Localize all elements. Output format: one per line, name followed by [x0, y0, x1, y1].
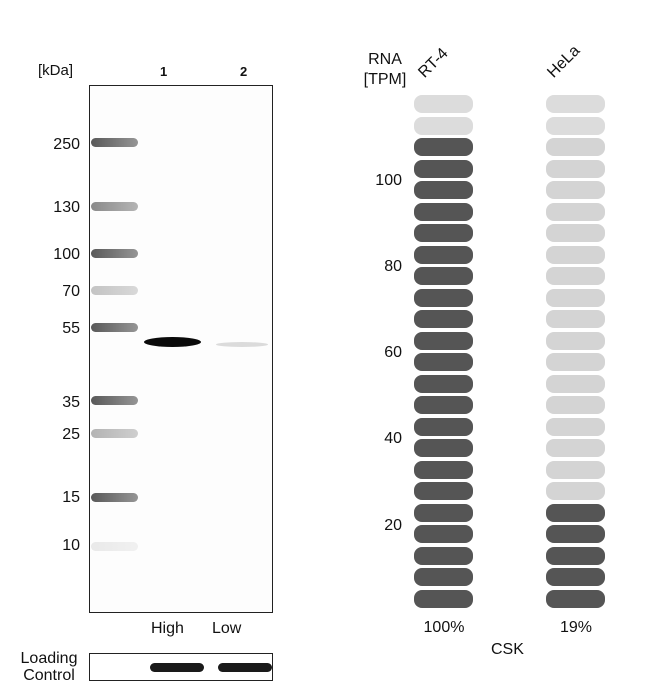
western-blot-image — [89, 85, 273, 613]
ladder-band-130 — [91, 202, 138, 211]
loading-band-lane-2 — [218, 663, 272, 672]
sample-band-lane-1 — [144, 337, 201, 347]
rna-pill-rt4 — [414, 267, 473, 285]
rna-pill-hela — [546, 331, 605, 350]
rna-pill-hela — [546, 353, 605, 371]
rna-pill-rt4 — [414, 202, 473, 221]
rna-pill-rt4 — [414, 288, 473, 307]
loading-control-blot — [89, 653, 273, 681]
rna-pill-hela — [546, 503, 605, 522]
rna-pill-rt4 — [414, 546, 473, 565]
rna-pill-hela — [546, 374, 605, 393]
loading-control-label: Loading Control — [20, 650, 78, 684]
rna-tick-80: 80 — [384, 258, 402, 275]
rna-pill-rt4 — [414, 224, 473, 242]
marker-label-25: 25 — [62, 426, 80, 443]
ladder-band-250 — [91, 138, 138, 147]
rna-pill-hela — [546, 116, 605, 135]
rna-pill-rt4 — [414, 181, 473, 199]
rna-pill-rt4 — [414, 417, 473, 436]
rna-tick-60: 60 — [384, 344, 402, 361]
cell-line-label-rt4: RT-4 — [415, 44, 452, 82]
rna-pill-rt4 — [414, 116, 473, 135]
rna-pill-hela — [546, 589, 605, 608]
rna-pill-rt4 — [414, 503, 473, 522]
marker-label-35: 35 — [62, 394, 80, 411]
ladder-band-100 — [91, 249, 138, 258]
ladder-band-15 — [91, 493, 138, 502]
rna-pill-rt4 — [414, 568, 473, 586]
rna-pill-hela — [546, 288, 605, 307]
rna-pill-hela — [546, 202, 605, 221]
rna-pill-hela — [546, 439, 605, 457]
marker-label-100: 100 — [53, 246, 80, 263]
rna-pill-hela — [546, 224, 605, 242]
rna-pill-hela — [546, 95, 605, 113]
rna-pill-rt4 — [414, 374, 473, 393]
rna-pill-hela — [546, 568, 605, 586]
rna-pill-rt4 — [414, 245, 473, 264]
rna-pill-rt4 — [414, 95, 473, 113]
rna-pill-hela — [546, 460, 605, 479]
marker-label-10: 10 — [62, 537, 80, 554]
lane-caption-high: High — [151, 620, 184, 637]
rna-tick-20: 20 — [384, 517, 402, 534]
rna-pill-hela — [546, 310, 605, 328]
rna-pill-rt4 — [414, 460, 473, 479]
loading-band-lane-1 — [150, 663, 204, 672]
marker-label-70: 70 — [62, 283, 80, 300]
rna-percentage-rt4: 100% — [423, 619, 465, 636]
rna-pill-hela — [546, 267, 605, 285]
rna-tick-40: 40 — [384, 430, 402, 447]
cell-line-label-hela: HeLa — [544, 42, 584, 82]
rna-pill-rt4 — [414, 439, 473, 457]
rna-tick-100: 100 — [375, 172, 402, 189]
marker-label-55: 55 — [62, 320, 80, 337]
sample-band-lane-2 — [216, 342, 268, 347]
rna-pill-rt4 — [414, 331, 473, 350]
rna-pill-rt4 — [414, 482, 473, 500]
ladder-band-55 — [91, 323, 138, 332]
rna-pill-hela — [546, 482, 605, 500]
ladder-band-70 — [91, 286, 138, 295]
lane-number-1: 1 — [160, 64, 168, 79]
gene-name: CSK — [491, 641, 524, 658]
rna-percentage-hela: 19% — [559, 619, 593, 636]
marker-label-130: 130 — [53, 199, 80, 216]
marker-label-250: 250 — [53, 136, 80, 153]
rna-pill-hela — [546, 138, 605, 156]
rna-pill-hela — [546, 159, 605, 178]
rna-pill-hela — [546, 417, 605, 436]
rna-pill-rt4 — [414, 396, 473, 414]
ladder-band-35 — [91, 396, 138, 405]
rna-pill-hela — [546, 546, 605, 565]
rna-tpm-header: RNA [TPM] — [363, 51, 407, 88]
rna-pill-rt4 — [414, 138, 473, 156]
ladder-band-10 — [91, 542, 138, 551]
rna-pill-rt4 — [414, 353, 473, 371]
rna-pill-rt4 — [414, 525, 473, 543]
kda-unit-label: [kDa] — [38, 62, 74, 79]
rna-pill-hela — [546, 181, 605, 199]
rna-pill-hela — [546, 525, 605, 543]
rna-pill-rt4 — [414, 589, 473, 608]
rna-pill-hela — [546, 245, 605, 264]
rna-pill-rt4 — [414, 159, 473, 178]
ladder-band-25 — [91, 429, 138, 438]
rna-pill-rt4 — [414, 310, 473, 328]
lane-caption-low: Low — [212, 620, 242, 637]
rna-pill-hela — [546, 396, 605, 414]
lane-number-2: 2 — [240, 64, 248, 79]
marker-label-15: 15 — [62, 489, 80, 506]
